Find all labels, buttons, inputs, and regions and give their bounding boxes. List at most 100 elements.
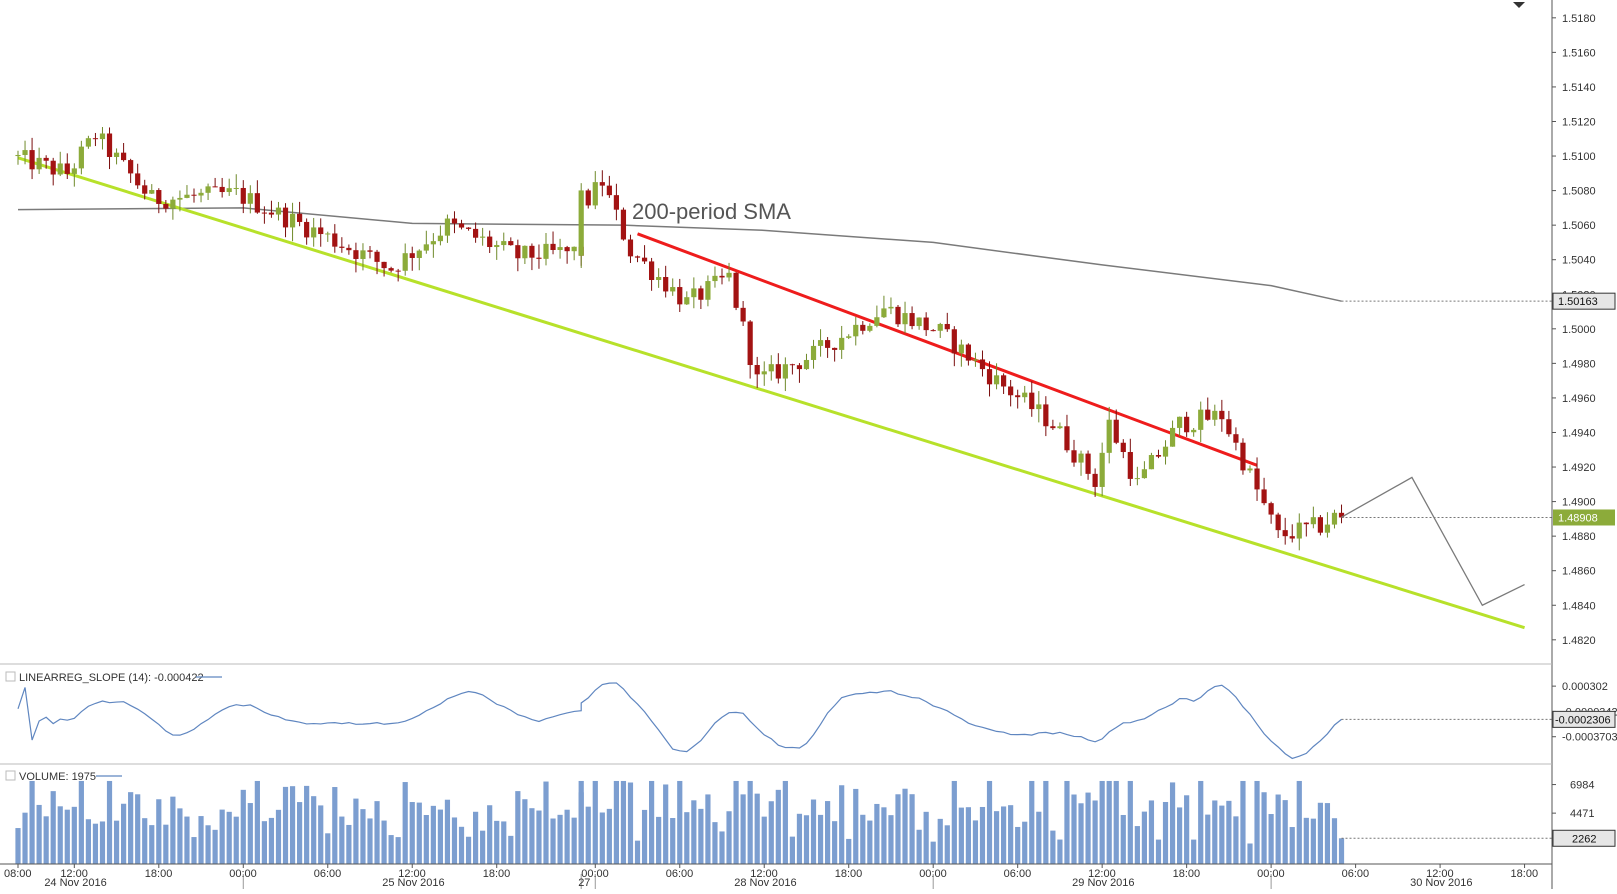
candle[interactable] [529,243,535,271]
candle-body[interactable] [789,364,795,366]
candle-body[interactable] [1331,512,1338,525]
candle-body[interactable] [268,212,275,215]
candle[interactable] [634,255,641,263]
candle[interactable] [15,150,21,165]
candle[interactable] [64,153,70,179]
candle-body[interactable] [649,261,655,281]
candle[interactable] [817,329,824,357]
candle[interactable] [395,268,401,282]
candle[interactable] [571,246,577,261]
candle[interactable] [92,132,99,147]
candle[interactable] [782,357,788,392]
candle-body[interactable] [846,336,852,338]
candle[interactable] [515,239,521,272]
candle-body[interactable] [599,182,605,186]
candle-body[interactable] [733,272,739,308]
candle-body[interactable] [1303,522,1309,525]
candle[interactable] [1205,397,1211,421]
candle-body[interactable] [1113,419,1119,443]
candle-body[interactable] [78,146,84,169]
candle-body[interactable] [895,306,901,325]
candle-body[interactable] [473,228,479,238]
candle[interactable] [895,304,901,327]
candle[interactable] [810,339,817,369]
candle[interactable] [522,245,528,264]
candle-body[interactable] [585,190,591,206]
candle[interactable] [1191,427,1197,437]
candle[interactable] [923,312,929,336]
candle-body[interactable] [388,268,394,271]
candle-body[interactable] [1268,503,1274,515]
candle[interactable] [944,312,950,332]
candle[interactable] [494,240,500,260]
candle[interactable] [163,199,169,213]
candle-body[interactable] [1198,409,1204,430]
candle-body[interactable] [979,359,986,370]
candle-body[interactable] [606,185,612,196]
candle-body[interactable] [423,244,429,251]
candle[interactable] [1247,465,1253,473]
candle-body[interactable] [289,213,296,228]
candle[interactable] [1029,381,1035,417]
candle-body[interactable] [944,323,950,330]
candle[interactable] [1099,442,1105,497]
candle-body[interactable] [810,345,817,360]
candle-body[interactable] [775,364,781,379]
candles[interactable] [15,127,1345,551]
candle-body[interactable] [346,247,352,251]
candle[interactable] [712,266,718,288]
candle-body[interactable] [1289,536,1295,539]
candle[interactable] [705,275,711,307]
candle-body[interactable] [986,369,993,385]
candle[interactable] [142,179,148,200]
candle[interactable] [972,352,979,367]
candle[interactable] [663,265,669,298]
candle-body[interactable] [36,157,42,170]
candle-body[interactable] [965,344,971,361]
candle[interactable] [1162,440,1169,465]
candle-body[interactable] [817,340,824,346]
candle[interactable] [332,224,338,253]
candle-body[interactable] [860,324,866,331]
candle[interactable] [78,140,84,175]
candle-body[interactable] [156,190,162,204]
candle[interactable] [965,343,971,366]
candle-body[interactable] [15,154,21,157]
candle[interactable] [803,353,810,370]
candle-body[interactable] [226,188,232,193]
candle-body[interactable] [1296,522,1302,539]
candle-body[interactable] [1008,386,1014,396]
candle[interactable] [388,266,394,273]
candle-body[interactable] [557,247,563,250]
candle-body[interactable] [1141,469,1147,479]
candle-body[interactable] [135,173,141,186]
candle-body[interactable] [1177,416,1183,428]
candle[interactable] [839,325,845,359]
candle[interactable] [325,231,331,242]
candle[interactable] [1001,373,1007,394]
candle[interactable] [170,196,176,220]
candle-body[interactable] [325,233,331,235]
candle-body[interactable] [149,190,155,194]
candle[interactable] [1296,513,1302,551]
candle-body[interactable] [571,246,577,252]
candle-body[interactable] [1134,478,1140,480]
candle[interactable] [311,217,317,247]
candle[interactable] [360,243,366,271]
candle[interactable] [860,321,866,335]
candle[interactable] [649,257,655,291]
candle[interactable] [22,140,28,165]
candle-body[interactable] [1120,442,1126,453]
candle[interactable] [43,155,49,169]
candle-body[interactable] [240,187,246,204]
candle-body[interactable] [1050,426,1056,429]
candle[interactable] [339,237,345,253]
candle[interactable] [1226,410,1232,437]
candle-body[interactable] [613,195,619,210]
candle[interactable] [1015,389,1021,409]
candle-body[interactable] [92,138,99,140]
candle-body[interactable] [318,227,324,235]
candle-body[interactable] [825,340,831,348]
candle[interactable] [775,353,781,384]
